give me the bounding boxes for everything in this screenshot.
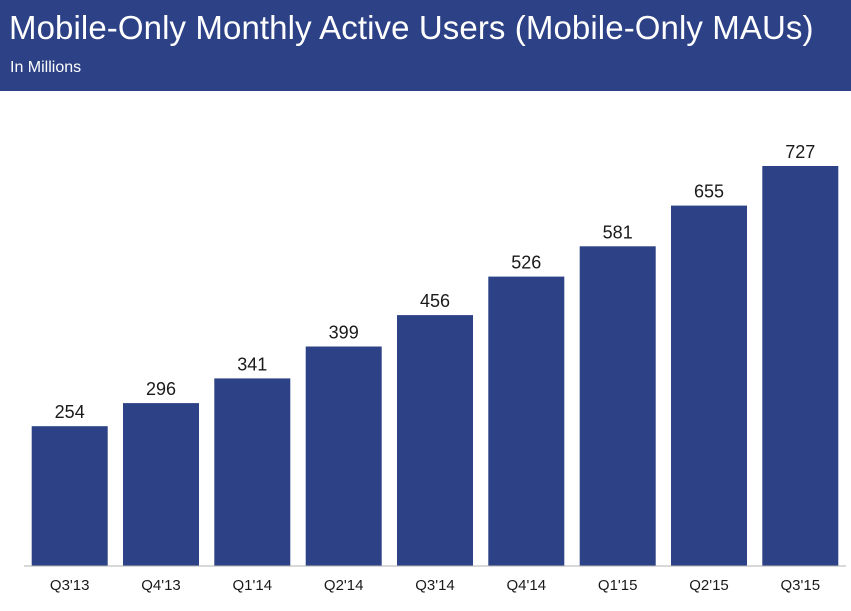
bar-Q3'15	[762, 166, 839, 566]
value-label-Q3'14: 456	[420, 291, 450, 311]
x-tick-label-Q4'13: Q4'13	[141, 577, 181, 594]
bar-Q2'14	[305, 346, 382, 566]
chart-title: Mobile-Only Monthly Active Users (Mobile…	[9, 9, 814, 46]
value-label-Q3'13: 254	[55, 402, 85, 422]
bar-Q1'15	[579, 246, 656, 567]
value-labels-group: 254 296 341 399 456 526 581 655 727	[55, 142, 816, 422]
x-tick-label-Q4'14: Q4'14	[507, 577, 547, 594]
x-tick-label-Q1'14: Q1'14	[233, 577, 273, 594]
value-label-Q4'13: 296	[146, 379, 176, 399]
value-label-Q2'14: 399	[329, 323, 359, 343]
x-tick-label-Q2'14: Q2'14	[324, 577, 364, 594]
value-label-Q3'15: 727	[785, 142, 815, 162]
bar-Q2'15	[671, 205, 747, 566]
bar-Q1'14	[214, 378, 291, 566]
bars-group	[31, 166, 839, 567]
x-tick-label-Q2'15: Q2'15	[689, 577, 729, 594]
value-label-Q1'15: 581	[603, 222, 633, 242]
chart-subtitle: In Millions	[10, 59, 82, 76]
value-label-Q2'15: 655	[694, 182, 724, 202]
value-label-Q1'14: 341	[237, 354, 267, 374]
x-tick-label-Q1'15: Q1'15	[598, 577, 638, 594]
x-tick-label-Q3'13: Q3'13	[50, 577, 90, 594]
x-tick-labels-group: Q3'13 Q4'13 Q1'14 Q2'14 Q3'14 Q4'14 Q1'15 Q2'15…	[50, 577, 820, 594]
bar-Q4'14	[488, 276, 565, 566]
x-tick-label-Q3'14: Q3'14	[415, 577, 455, 594]
bar-Q3'14	[397, 315, 473, 566]
x-tick-label-Q3'15: Q3'15	[781, 577, 821, 594]
value-label-Q4'14: 526	[511, 253, 541, 273]
bar-Q3'13	[31, 426, 108, 566]
chart-header: Mobile-Only Monthly Active Users (Mobile…	[0, 0, 851, 91]
bar-Q4'13	[123, 403, 199, 566]
